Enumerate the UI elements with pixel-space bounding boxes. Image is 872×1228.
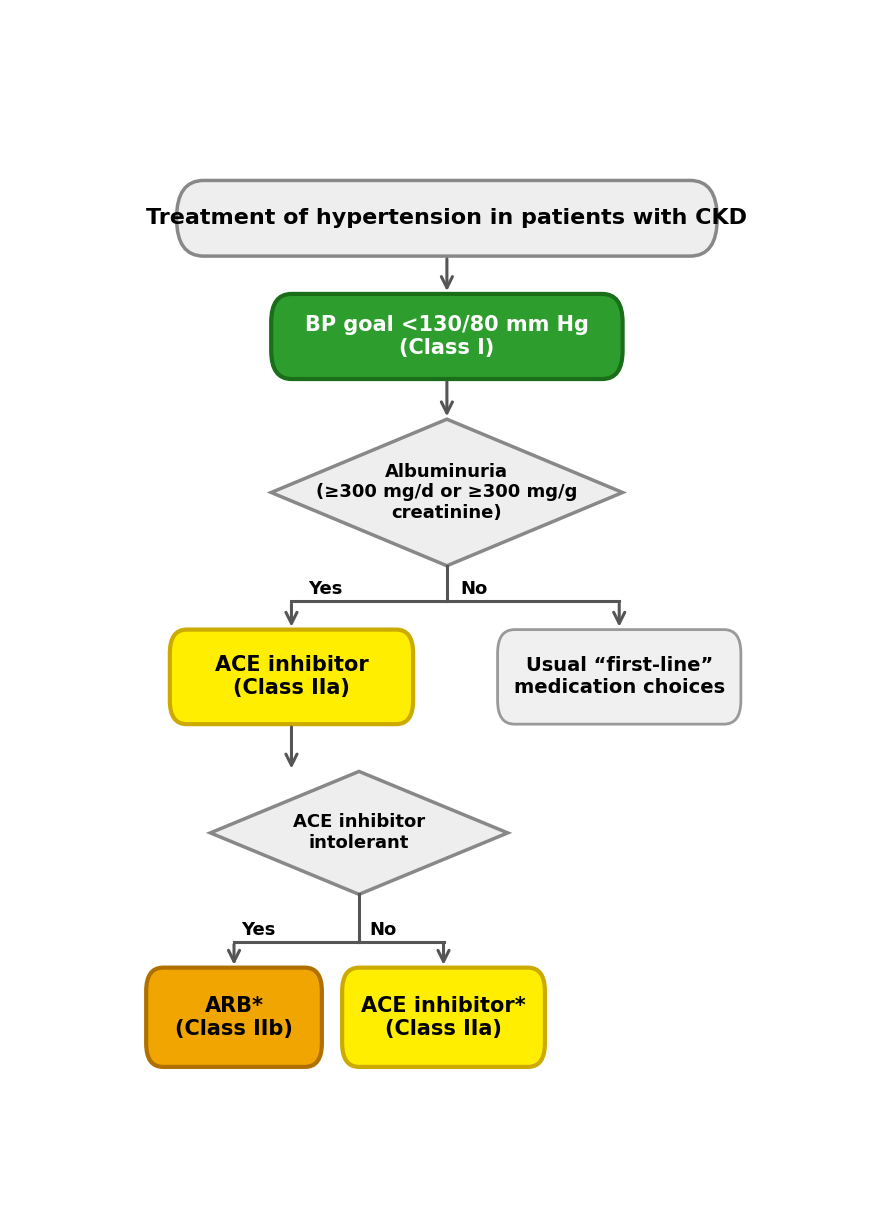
Polygon shape [210,771,508,894]
Text: ARB*
(Class IIb): ARB* (Class IIb) [175,996,293,1039]
Text: No: No [460,581,487,598]
FancyBboxPatch shape [170,630,413,725]
Text: ACE inhibitor*
(Class IIa): ACE inhibitor* (Class IIa) [361,996,526,1039]
Text: Yes: Yes [241,921,276,938]
Polygon shape [271,419,623,566]
Text: ACE inhibitor
intolerant: ACE inhibitor intolerant [293,813,426,852]
Text: Treatment of hypertension in patients with CKD: Treatment of hypertension in patients wi… [146,209,747,228]
Text: Albuminuria
(≥300 mg/d or ≥300 mg/g
creatinine): Albuminuria (≥300 mg/d or ≥300 mg/g crea… [317,463,577,522]
Text: ACE inhibitor
(Class IIa): ACE inhibitor (Class IIa) [215,656,368,699]
FancyBboxPatch shape [271,293,623,379]
FancyBboxPatch shape [146,968,322,1067]
Text: BP goal <130/80 mm Hg
(Class I): BP goal <130/80 mm Hg (Class I) [305,314,589,359]
FancyBboxPatch shape [176,181,717,257]
FancyBboxPatch shape [342,968,545,1067]
Text: No: No [369,921,397,938]
Text: Yes: Yes [309,581,343,598]
FancyBboxPatch shape [498,630,741,725]
Text: Usual “first-line”
medication choices: Usual “first-line” medication choices [514,657,725,698]
